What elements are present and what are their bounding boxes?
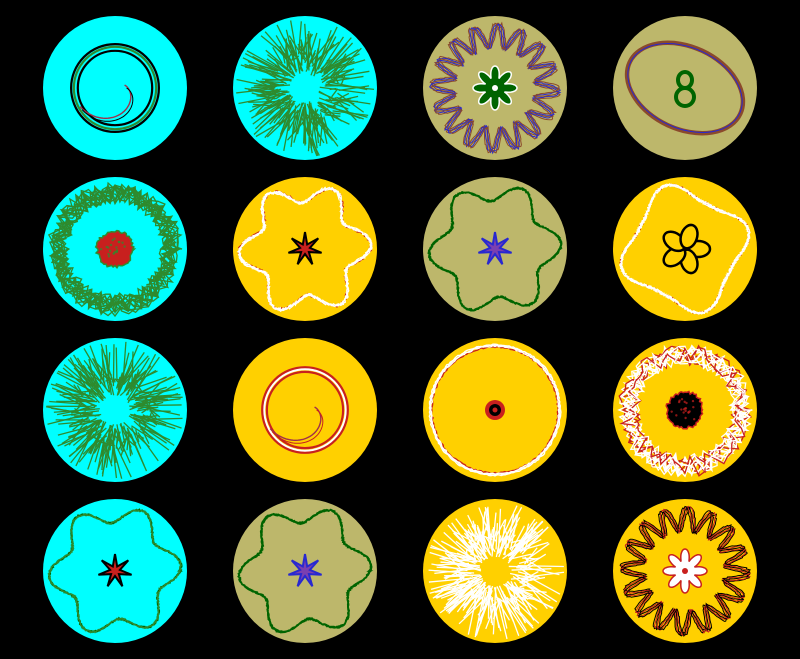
art-tile [43,338,187,482]
inner-motif [288,553,322,587]
inner-motif [288,231,322,265]
inner-motif [98,553,132,587]
inner-motif [478,231,512,265]
art-tile [423,177,567,321]
outer-pattern [428,343,562,477]
tile-disc [43,16,187,160]
art-tile [233,16,377,160]
art-tile [613,338,757,482]
art-tile [613,499,757,643]
art-tile [423,16,567,160]
art-tile [613,16,757,160]
tile-disc [233,338,377,482]
art-tile [233,499,377,643]
outer-pattern [47,181,183,318]
outer-pattern [70,43,160,133]
inner-motif [472,65,518,111]
inner-motif [674,70,696,108]
outer-pattern [47,508,183,634]
outer-pattern [236,186,374,312]
outer-pattern [236,20,375,157]
outer-pattern [427,186,563,312]
inner-motif [94,229,137,270]
art-tile [43,499,187,643]
outer-pattern [619,505,752,638]
outer-pattern [624,40,746,136]
art-tile [233,338,377,482]
inner-motif [662,223,712,275]
outer-pattern [261,366,349,454]
outer-pattern [45,341,183,479]
art-tile [233,177,377,321]
art-tile [423,499,567,643]
outer-pattern [428,505,565,640]
outer-pattern [617,344,753,478]
outer-pattern [619,183,751,315]
outer-pattern [237,508,374,634]
outer-pattern [429,21,562,155]
art-tile [43,177,187,321]
art-tile [423,338,567,482]
inner-motif [485,400,505,420]
art-tile [43,16,187,160]
inner-motif [665,390,704,430]
inner-motif [662,548,708,594]
art-tile [613,177,757,321]
